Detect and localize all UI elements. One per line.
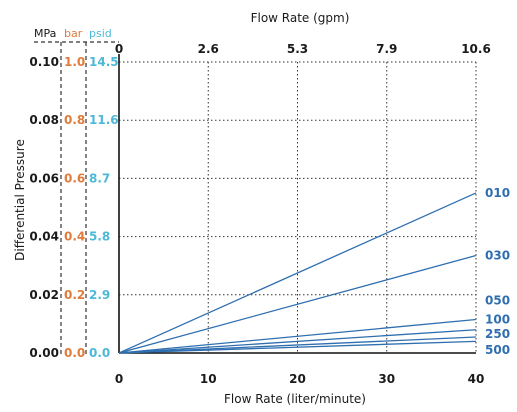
x2-tick-label: 5.3 [287, 42, 308, 56]
y-tick-mpa: 0.10 [29, 55, 59, 69]
grid-lines [119, 61, 477, 353]
x2-tick-label: 0 [115, 42, 123, 56]
y-tick-bar: 0.2 [64, 288, 85, 302]
x-tick-label: 10 [200, 372, 217, 386]
x-tick-label: 40 [468, 372, 485, 386]
y-tick-mpa: 0.02 [29, 288, 59, 302]
x2-axis-title: Flow Rate (gpm) [251, 11, 350, 25]
y-tick-psid: 11.6 [89, 113, 119, 127]
series-line-100 [118, 329, 477, 354]
y-tick-bar: 0.4 [64, 230, 85, 244]
y-axis-title: Differential Pressure [13, 139, 27, 261]
y-tick-mpa: 0.04 [29, 230, 59, 244]
y-tick-psid: 14.5 [89, 55, 119, 69]
x-tick-label: 0 [115, 372, 123, 386]
y-tick-psid: 2.9 [89, 288, 110, 302]
unit-header-bar: bar [64, 27, 83, 40]
y-tick-psid: 0.0 [89, 346, 110, 360]
y-tick-bar: 0.6 [64, 171, 85, 185]
series-label-250: 250 [485, 327, 510, 341]
x-tick-label: 20 [289, 372, 306, 386]
x-tick-label: 30 [378, 372, 395, 386]
series-label-500: 500 [485, 343, 510, 357]
y-tick-bar: 1.0 [64, 55, 85, 69]
series-line-050 [118, 318, 477, 354]
y-tick-bar: 0.8 [64, 113, 85, 127]
y-tick-labels: 0.00 0.0 0.0 0.02 0.2 2.9 0.04 0.4 5.8 0.06 0.6 8.7… [29, 55, 118, 360]
y-tick-mpa: 0.00 [29, 346, 59, 360]
y-tick-bar: 0.0 [64, 346, 85, 360]
series-line-250 [118, 336, 477, 354]
series-label-010: 010 [485, 186, 510, 200]
x2-tick-label: 7.9 [376, 42, 397, 56]
series-label-030: 030 [485, 249, 510, 263]
series-label-050: 050 [485, 294, 510, 308]
y-tick-psid: 8.7 [89, 171, 110, 185]
y-tick-mpa: 0.06 [29, 171, 59, 185]
x-tick-labels: 0 0 10 2.6 20 5.3 30 7.9 40 10.6 [115, 42, 491, 386]
unit-header-psid: psid [89, 27, 112, 40]
series-lines [118, 192, 477, 354]
series-line-010 [118, 192, 477, 354]
axes [118, 54, 476, 354]
y-tick-psid: 5.8 [89, 230, 110, 244]
x2-tick-label: 2.6 [198, 42, 219, 56]
unit-header-mpa: MPa [34, 27, 56, 40]
x-axis-title: Flow Rate (liter/minute) [224, 392, 366, 406]
y-tick-mpa: 0.08 [29, 113, 59, 127]
series-label-100: 100 [485, 313, 510, 327]
x2-tick-label: 10.6 [461, 42, 491, 56]
series-line-030 [118, 254, 477, 354]
series-line-500 [118, 340, 477, 354]
